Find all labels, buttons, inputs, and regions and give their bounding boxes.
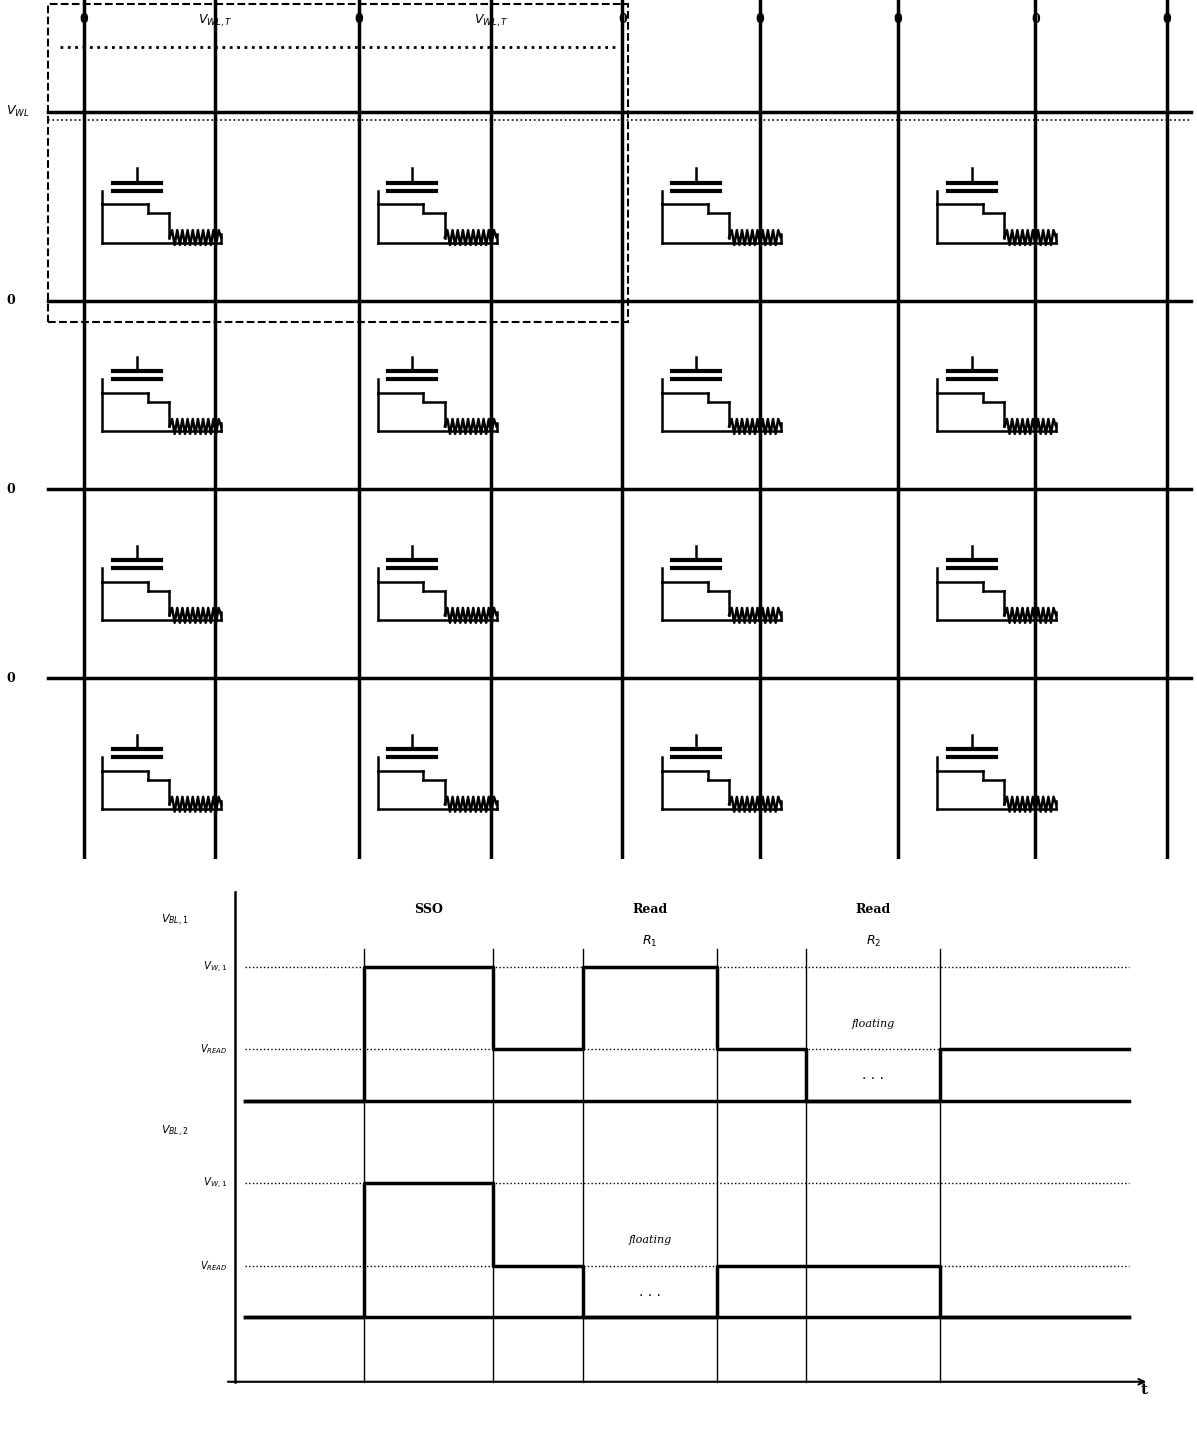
- Text: $V_{W,1}$: $V_{W,1}$: [203, 960, 227, 975]
- Text: . . .: . . .: [863, 1069, 885, 1082]
- Text: . . .: . . .: [639, 1285, 661, 1298]
- Text: $V_{BL,2}$: $V_{BL,2}$: [160, 1125, 188, 1139]
- Text: 0: 0: [1162, 13, 1172, 26]
- Text: 0: 0: [354, 13, 364, 26]
- Text: 0: 0: [1031, 13, 1040, 26]
- Text: $V_{READ}$: $V_{READ}$: [200, 1043, 227, 1056]
- Text: $V_{WL}$: $V_{WL}$: [6, 104, 30, 119]
- Text: 0: 0: [618, 13, 627, 26]
- Text: $V_{BL,1}$: $V_{BL,1}$: [160, 913, 188, 929]
- Text: 0: 0: [6, 293, 14, 308]
- Text: Read: Read: [632, 903, 668, 916]
- Text: 0: 0: [6, 671, 14, 685]
- Text: $R_1$: $R_1$: [642, 933, 657, 949]
- Text: SSO: SSO: [414, 903, 443, 916]
- Text: $V_{WL,T}$: $V_{WL,T}$: [474, 13, 508, 29]
- Text: 0: 0: [79, 13, 89, 26]
- Text: t: t: [1141, 1384, 1148, 1397]
- Text: 0: 0: [755, 13, 765, 26]
- Text: 0: 0: [6, 482, 14, 497]
- Text: $V_{READ}$: $V_{READ}$: [200, 1259, 227, 1272]
- Text: floating: floating: [628, 1235, 672, 1245]
- Text: floating: floating: [852, 1019, 895, 1029]
- Text: 0: 0: [893, 13, 903, 26]
- Text: Read: Read: [856, 903, 891, 916]
- Text: $V_{W,1}$: $V_{W,1}$: [203, 1176, 227, 1191]
- Text: $R_2$: $R_2$: [865, 933, 881, 949]
- Bar: [48, 4, 628, 322]
- Text: $V_{WL,T}$: $V_{WL,T}$: [199, 13, 232, 29]
